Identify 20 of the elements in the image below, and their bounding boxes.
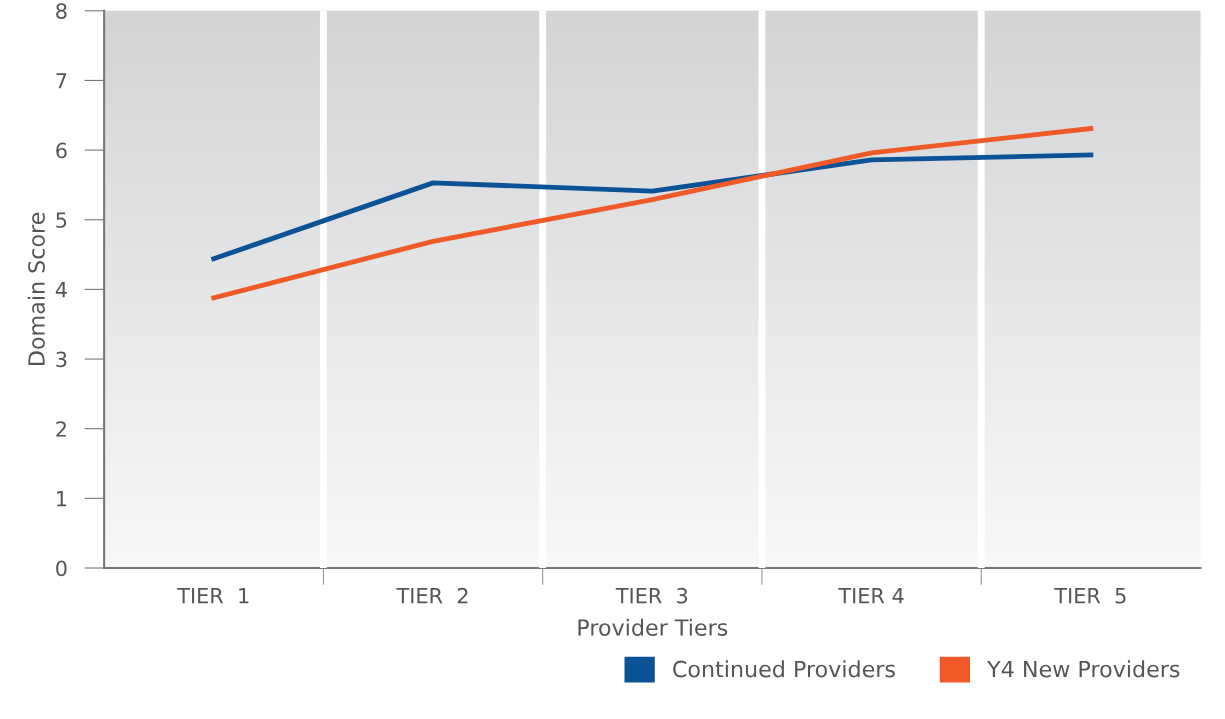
y-tick-label: 3 <box>56 351 67 368</box>
x-tick-label: TIER 5 <box>1054 588 1126 604</box>
y-tick-label: 2 <box>56 421 66 437</box>
y-tick-label: 7 <box>56 73 67 89</box>
legend-label: Continued Providers <box>673 660 895 678</box>
line-series <box>211 126 1094 301</box>
y-tick-label: 8 <box>56 3 67 19</box>
x-tick-label: TIER 1 <box>177 588 249 604</box>
y-tick-label: 4 <box>55 282 67 298</box>
y-tick-label: 0 <box>56 560 67 577</box>
x-tick-label: TIER 3 <box>615 587 688 604</box>
y-axis-title: Domain Score <box>27 212 45 365</box>
legend-label: Y4 New Providers <box>987 660 1180 678</box>
y-tick-label: 1 <box>57 491 67 507</box>
x-tick-label: TIER 4 <box>838 588 904 604</box>
x-tick-label: TIER 2 <box>396 587 468 604</box>
x-axis-title: Provider Tiers <box>578 618 728 636</box>
y-tick-label: 5 <box>56 212 67 228</box>
line-series <box>211 152 1094 262</box>
y-tick-label: 6 <box>56 142 67 159</box>
